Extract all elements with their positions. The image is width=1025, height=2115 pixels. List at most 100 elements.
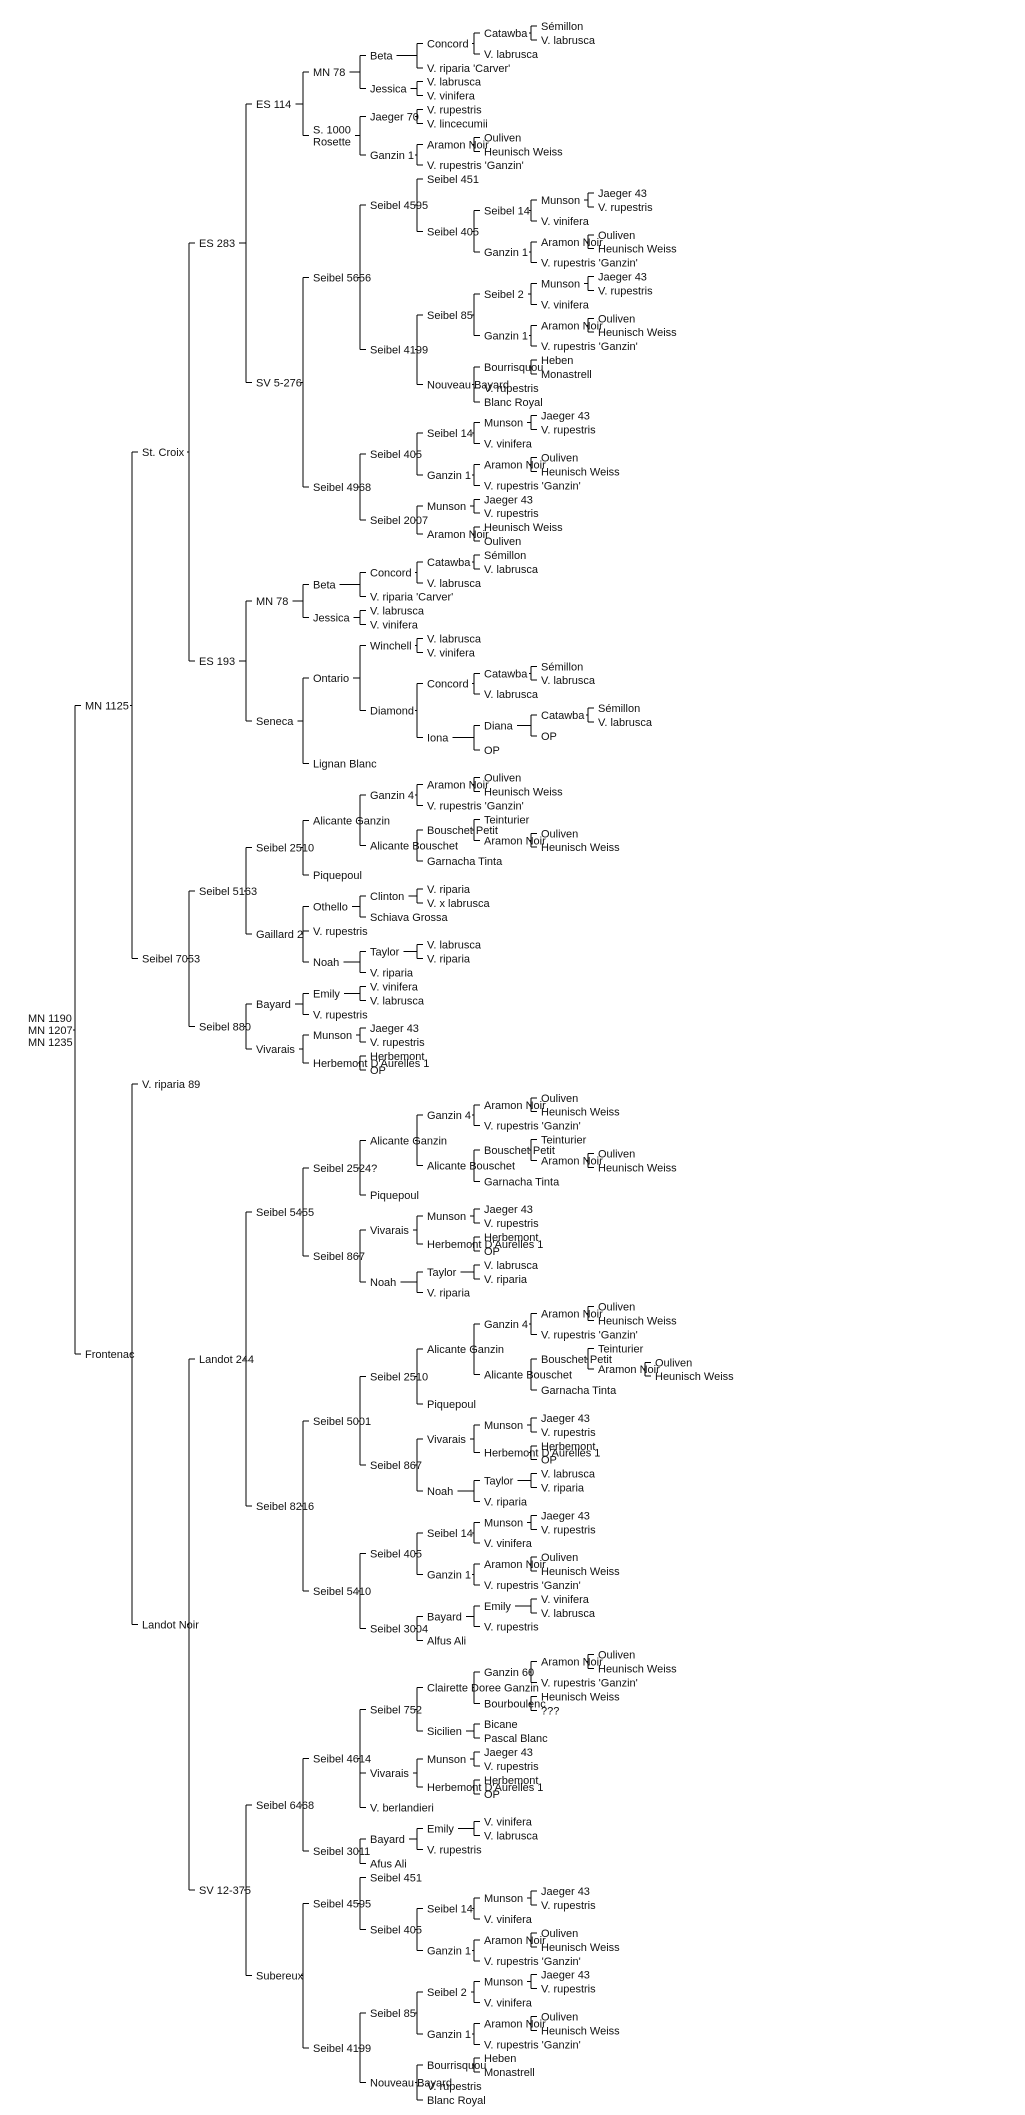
node-aramon-noir: Aramon Noir [427,139,489,151]
node-s-1000-rosette: S. 1000 Rosette [313,125,351,149]
node-v-vinifera: V. vinifera [484,1538,533,1550]
node-beta: Beta [313,580,337,592]
node-ouliven: Ouliven [484,773,521,785]
node-ouliven: Ouliven [598,1148,635,1160]
node-v-riparia-carver: V. riparia 'Carver' [427,63,510,75]
node-seibel-85: Seibel 85 [370,2008,416,2020]
node-seibel-4614: Seibel 4614 [313,1754,371,1766]
node-seibel-405: Seibel 405 [370,1924,422,1936]
node-v-rupestris-ganzin: V. rupestris 'Ganzin' [484,1580,581,1592]
node-v-berlandieri: V. berlandieri [370,1803,434,1815]
node-noah: Noah [427,1486,453,1498]
node-mn-78: MN 78 [256,596,288,608]
node-seibel-4595: Seibel 4595 [370,200,428,212]
node-v-rupestris-ganzin: V. rupestris 'Ganzin' [484,1956,581,1968]
node-vivarais: Vivarais [370,1768,409,1780]
node-bourrisquou: Bourrisquou [427,2060,486,2072]
node-v-rupestris-ganzin: V. rupestris 'Ganzin' [484,2039,581,2051]
node-winchell: Winchell [370,640,412,652]
node-labels: MN 1190 MN 1207 MN 1235 MN 1125 St. Croix ES … [28,21,734,2107]
node-blanc-royal: Blanc Royal [484,397,543,409]
node-seibel-2510: Seibel 2510 [256,843,314,855]
node-heunisch-weiss: Heunisch Weiss [541,466,620,478]
node-v-rupestris: V. rupestris [541,425,596,437]
node-diamond: Diamond [370,706,414,718]
node-v-rupestris-ganzin: V. rupestris 'Ganzin' [427,800,524,812]
node-sv-12-375: SV 12-375 [199,1885,251,1897]
node-bicane: Bicane [484,1719,518,1731]
node-ganzin-1: Ganzin 1 [484,247,528,259]
node-v-labrusca: V. labrusca [427,77,482,89]
node-v-riparia: V. riparia [427,954,471,966]
node-teinturier: Teinturier [484,814,530,826]
node-heunisch-weiss: Heunisch Weiss [598,1663,677,1675]
node-piquepoul: Piquepoul [370,1190,419,1202]
node-seibel-85: Seibel 85 [427,310,473,322]
node-v-labrusca: V. labrusca [484,689,539,701]
node-v-labrusca: V. labrusca [484,1260,539,1272]
node-v-vinifera: V. vinifera [427,91,476,103]
node-ouliven: Ouliven [598,313,635,325]
node-herbemont-d-aurelles-1: Herbemont D'Aurelles 1 [484,1448,600,1460]
node-v-rupestris: V. rupestris [427,105,482,117]
node-v-labrusca: V. labrusca [541,675,596,687]
node-v-vinifera: V. vinifera [484,1914,533,1926]
node-emily: Emily [313,988,340,1000]
node-seibel-4968: Seibel 4968 [313,482,371,494]
node-v-rupestris: V. rupestris [541,1524,596,1536]
node-v-vinifera: V. vinifera [370,620,419,632]
node-seibel-5656: Seibel 5656 [313,272,371,284]
node-blanc-royal: Blanc Royal [427,2095,486,2107]
node-heunisch-weiss: Heunisch Weiss [541,842,620,854]
node-seibel-3011: Seibel 3011 [313,1846,370,1858]
node-v-labrusca: V. labrusca [541,1608,596,1620]
node-vivarais: Vivarais [370,1225,409,1237]
node-noah: Noah [370,1277,396,1289]
node-ganzin-1: Ganzin 1 [427,1945,471,1957]
node-ganzin-1: Ganzin 1 [370,150,414,162]
node-concord: Concord [427,38,469,50]
node-es-114: ES 114 [256,99,291,111]
node-v-labrusca: V. labrusca [484,49,539,61]
node-v-labrusca: V. labrusca [427,633,482,645]
node-bayard: Bayard [370,1834,405,1846]
node-ouliven: Ouliven [541,1552,578,1564]
node-ganzin-4: Ganzin 4 [427,1110,471,1122]
node-seibel-14: Seibel 14 [427,1904,473,1916]
node-piquepoul: Piquepoul [427,1399,476,1411]
node-sicilien: Sicilien [427,1726,462,1738]
node-v-labrusca: V. labrusca [427,940,482,952]
node-v-riparia-89: V. riparia 89 [142,1079,200,1091]
node-frontenac: Frontenac [85,1349,135,1361]
node-jaeger-43: Jaeger 43 [598,188,647,200]
node-herbemont-d-aurelles-1: Herbemont D'Aurelles 1 [313,1058,429,1070]
node-schiava-grossa: Schiava Grossa [370,912,449,924]
node-seibel-451: Seibel 451 [370,1872,422,1884]
node-v-rupestris: V. rupestris [484,508,539,520]
node-jessica: Jessica [313,613,351,625]
node-munson: Munson [484,418,523,430]
node-op: OP [484,745,500,757]
node-ganzin-1: Ganzin 1 [427,1570,471,1582]
node-alicante-bouschet: Alicante Bouschet [370,841,458,853]
node-v-vinifera: V. vinifera [484,1998,533,2010]
node-v-labrusca: V. labrusca [541,35,596,47]
node-nouveau-bayard: Nouveau Bayard [370,2078,452,2090]
node-alicante-ganzin: Alicante Ganzin [427,1344,504,1356]
node-mn-1190-mn-1207-mn-1235: MN 1190 MN 1207 MN 1235 [28,1013,73,1049]
node-seibel-867: Seibel 867 [313,1251,365,1263]
node-alfus-ali: Alfus Ali [427,1636,466,1648]
node-v-vinifera: V. vinifera [484,439,533,451]
node-v-labrusca: V. labrusca [370,995,425,1007]
node-ouliven: Ouliven [598,1650,635,1662]
node-v-rupestris-ganzin: V. rupestris 'Ganzin' [541,258,638,270]
node-aramon-noir: Aramon Noir [484,835,546,847]
node-v-riparia: V. riparia [484,1274,528,1286]
node-op: OP [484,1246,500,1258]
node-mn-78: MN 78 [313,67,345,79]
node-concord: Concord [370,567,412,579]
node-v-rupestris: V. rupestris [370,1037,425,1049]
node-s-millon: Sémillon [598,703,640,715]
node-jaeger-43: Jaeger 43 [541,1413,590,1425]
